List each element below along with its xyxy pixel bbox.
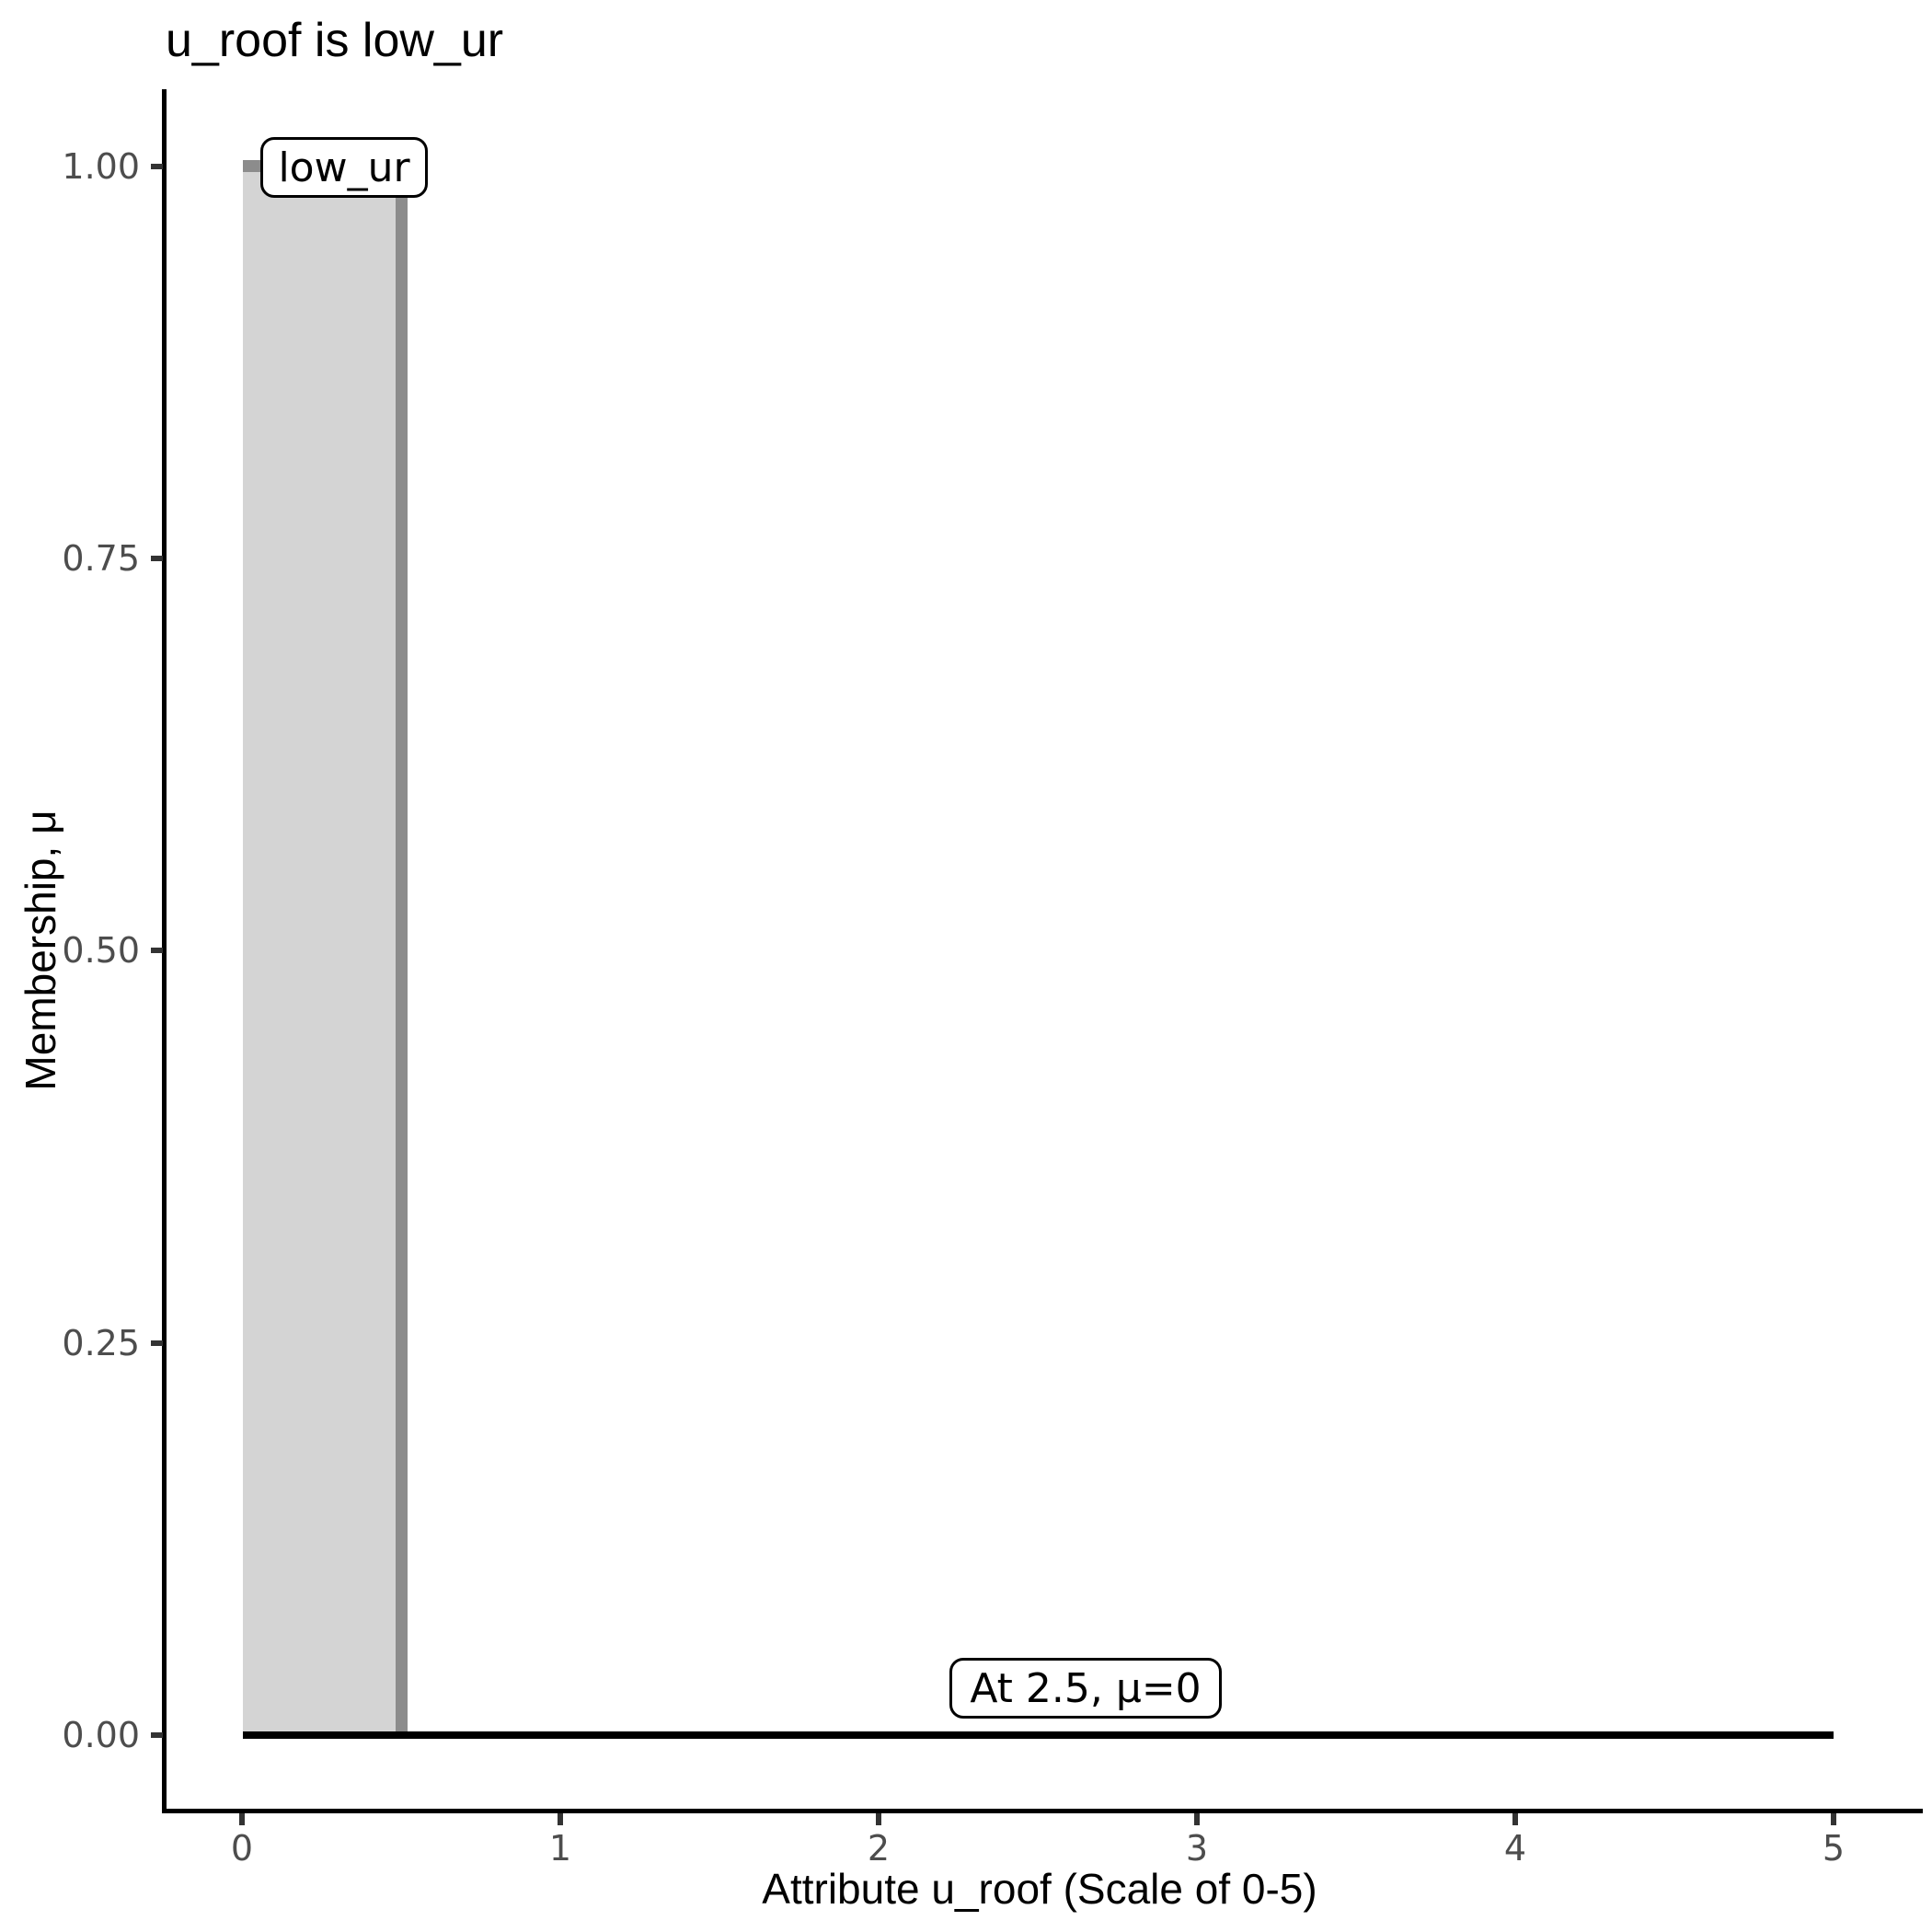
y-tick-mark-0.00 [151, 1732, 163, 1738]
x-tick-label: 1 [548, 1828, 572, 1869]
x-tick-label: 2 [867, 1828, 891, 1869]
annotation-at-2-5-mu-0: At 2.5, μ=0 [949, 1658, 1222, 1719]
x-axis-title: Attribute u_roof (Scale of 0-5) [762, 1865, 1317, 1913]
y-axis-title: Membership, μ [17, 810, 64, 1091]
y-axis-line [162, 89, 167, 1813]
x-tick-mark-3 [1194, 1813, 1200, 1825]
chart-title: u_roof is low_ur [166, 14, 504, 67]
y-tick-label: 0.50 [62, 930, 140, 971]
annotation-low-ur-text: low_ur [278, 144, 410, 191]
y-tick-label: 0.75 [62, 538, 140, 579]
y-tick-label: 0.00 [62, 1715, 140, 1755]
x-tick-label: 0 [230, 1828, 254, 1869]
membership-line-drop-segment [396, 160, 408, 1735]
x-tick-mark-2 [876, 1813, 881, 1825]
x-tick-mark-4 [1512, 1813, 1518, 1825]
x-tick-mark-1 [558, 1813, 563, 1825]
y-tick-mark-0.50 [151, 948, 163, 953]
annotation-low-ur: low_ur [260, 137, 428, 198]
y-tick-label: 1.00 [62, 146, 140, 187]
y-tick-mark-0.75 [151, 556, 163, 561]
membership-area-fill [243, 167, 401, 1735]
x-tick-label: 4 [1503, 1828, 1527, 1869]
x-tick-label: 5 [1822, 1828, 1846, 1869]
x-axis-line [162, 1809, 1923, 1813]
y-tick-mark-0.25 [151, 1340, 163, 1346]
y-tick-label: 0.25 [62, 1323, 140, 1363]
zero-membership-baseline [243, 1731, 1834, 1739]
x-tick-label: 3 [1185, 1828, 1209, 1869]
annotation-at-2-5-mu-0-text: At 2.5, μ=0 [970, 1664, 1202, 1712]
x-tick-mark-5 [1831, 1813, 1836, 1825]
x-tick-mark-0 [239, 1813, 245, 1825]
y-tick-mark-1.00 [151, 164, 163, 169]
